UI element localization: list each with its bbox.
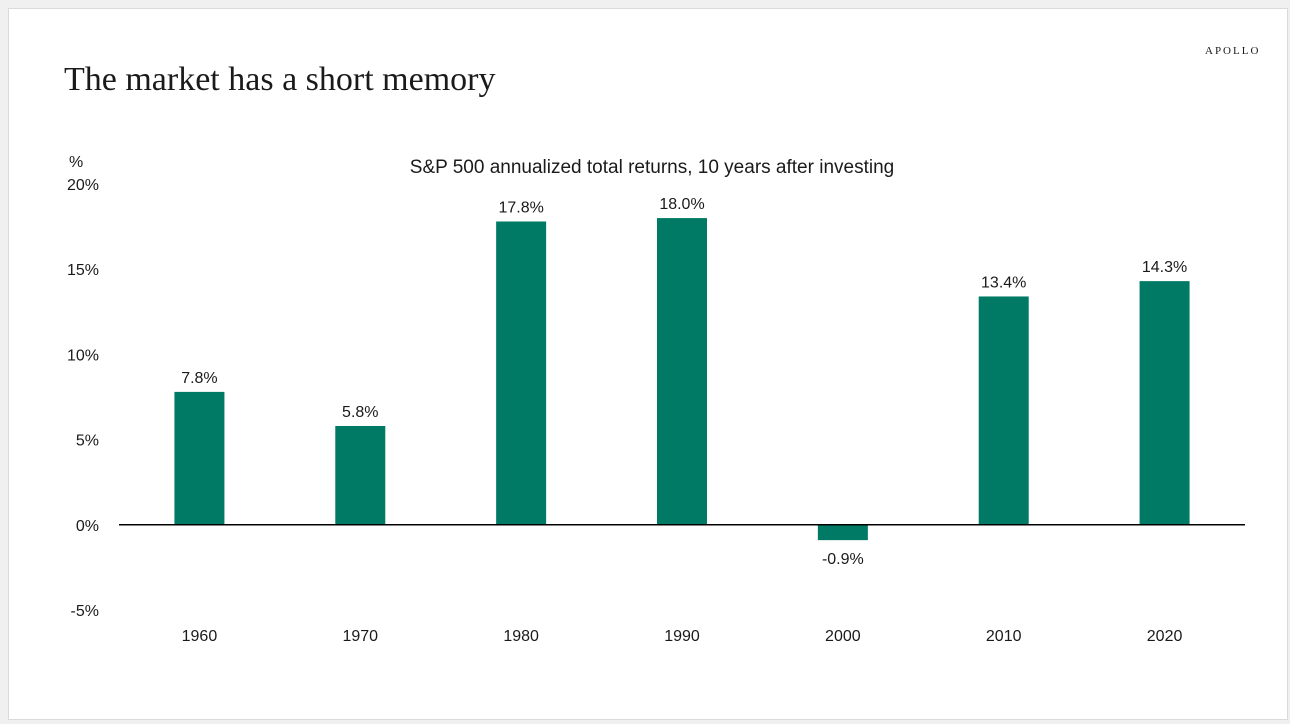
page-title: The market has a short memory [64, 61, 496, 98]
x-tick-label: 2000 [825, 628, 861, 645]
x-tick-label: 1990 [664, 628, 700, 645]
x-axis-ticks: 1960 1970 1980 1990 2000 2010 2020 [182, 628, 1183, 645]
bar [335, 425, 386, 525]
y-axis-ticks: 20% 15% 10% 5% 0% -5% [67, 177, 99, 620]
y-tick-label: 15% [67, 262, 99, 279]
bar-chart: S&P 500 annualized total returns, 10 yea… [67, 154, 1245, 645]
x-tick-label: 1960 [182, 628, 218, 645]
bar [1139, 281, 1190, 525]
slide: APOLLO The market has a short memory S&P… [8, 8, 1288, 720]
x-tick-label: 2010 [986, 628, 1022, 645]
bars [174, 218, 1190, 541]
x-tick-label: 1970 [342, 628, 378, 645]
brand-logo: APOLLO [1205, 45, 1261, 57]
y-tick-label: 0% [76, 518, 99, 535]
bar [174, 391, 225, 525]
chart-title: S&P 500 annualized total returns, 10 yea… [410, 157, 894, 178]
value-labels: 7.8% 5.8% 17.8% 18.0% -0.9% 13.4% 14.3% [181, 196, 1187, 568]
x-tick-label: 2020 [1147, 628, 1183, 645]
y-axis-label: % [69, 154, 83, 171]
bar-value-label: 7.8% [181, 370, 217, 387]
bar-value-label: 18.0% [659, 196, 704, 213]
bar [496, 221, 547, 525]
bar [657, 218, 707, 525]
bar-value-label: 17.8% [498, 199, 543, 216]
y-tick-label: 20% [67, 177, 99, 194]
bar-value-label: 13.4% [981, 274, 1026, 291]
x-tick-label: 1980 [503, 628, 539, 645]
y-tick-label: -5% [71, 603, 99, 620]
y-tick-label: 5% [76, 433, 99, 450]
bar-value-label: -0.9% [822, 551, 864, 568]
bar-value-label: 14.3% [1142, 259, 1187, 276]
bar [817, 524, 868, 541]
bar [978, 296, 1029, 525]
y-tick-label: 10% [67, 347, 99, 364]
bar-value-label: 5.8% [342, 404, 378, 421]
